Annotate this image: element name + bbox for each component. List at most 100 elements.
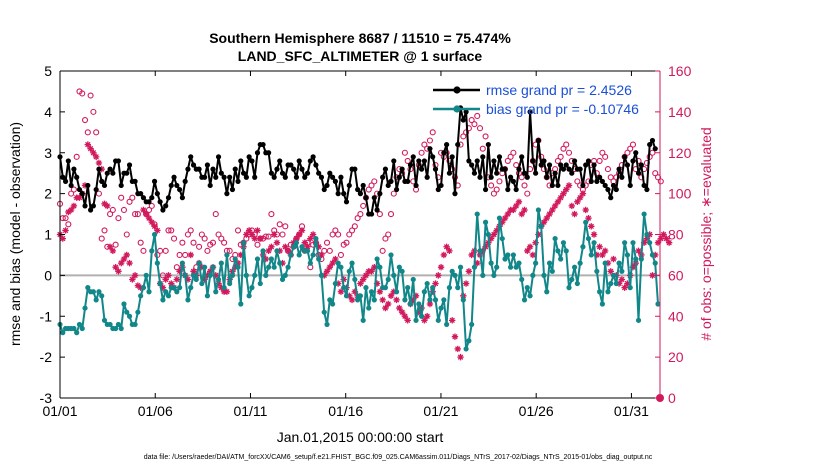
bias-point — [243, 272, 249, 278]
rmse-point — [524, 174, 530, 180]
possible-marker — [109, 206, 116, 214]
possible-marker — [90, 108, 97, 115]
possible-marker — [493, 186, 500, 193]
rmse-point — [441, 150, 447, 156]
possible-marker — [518, 174, 525, 181]
rmse-point — [179, 195, 185, 201]
bias-point — [627, 285, 633, 291]
bias-point — [371, 297, 377, 303]
evaluated-marker — [290, 239, 297, 246]
rmse-point — [652, 146, 658, 152]
bias-point — [235, 264, 241, 270]
rmse-point — [510, 178, 516, 184]
evaluated-marker — [518, 210, 525, 218]
rmse-point — [243, 174, 249, 180]
bias-point — [505, 252, 511, 258]
bias-point — [327, 297, 333, 303]
possible-marker — [426, 137, 433, 144]
evaluated-marker — [262, 255, 270, 263]
bias-point — [616, 260, 622, 266]
bias-point — [546, 260, 553, 266]
rmse-point — [291, 166, 297, 172]
bias-point — [388, 252, 394, 258]
possible-marker — [627, 145, 634, 152]
bias-point — [79, 325, 85, 332]
bias-point — [99, 293, 105, 299]
possible-marker — [468, 117, 475, 124]
rmse-point — [597, 174, 603, 180]
evaluated-marker — [582, 206, 589, 214]
evaluated-marker — [318, 251, 325, 259]
bias-point — [452, 272, 458, 278]
rmse-point — [101, 182, 108, 189]
evaluated-marker — [95, 159, 103, 167]
bias-point — [185, 297, 191, 303]
bias-point — [138, 293, 144, 299]
evaluated-marker — [148, 219, 155, 226]
rmse-point — [438, 182, 444, 189]
rmse-point — [471, 170, 478, 176]
y-axis-right-label: # of obs: o=possible; ∗=evaluated — [698, 127, 714, 340]
rmse-point — [382, 166, 389, 172]
possible-marker — [629, 141, 637, 148]
rmse-point — [444, 141, 450, 148]
bias-point — [413, 317, 419, 323]
y-right-tick-label: 0 — [668, 390, 676, 406]
bias-point — [563, 248, 569, 254]
possible-marker — [488, 182, 495, 189]
rmse-point — [405, 178, 411, 184]
evaluated-marker — [426, 300, 434, 308]
rmse-point — [157, 199, 163, 205]
rmse-point — [74, 174, 80, 180]
evaluated-marker — [412, 292, 420, 300]
rmse-point — [446, 170, 453, 176]
y-left-tick-label: 4 — [44, 104, 52, 120]
evaluated-marker — [265, 247, 272, 255]
bias-point — [218, 260, 224, 266]
bias-point — [335, 260, 341, 266]
rmse-point — [363, 195, 369, 201]
evaluated-marker — [435, 272, 442, 279]
bias-point — [85, 285, 91, 291]
bias-point — [268, 256, 274, 262]
plot-area — [60, 71, 660, 398]
rmse-point — [421, 158, 427, 164]
rmse-point — [238, 158, 244, 164]
possible-marker — [335, 231, 342, 238]
evaluated-marker — [120, 255, 128, 263]
rmse-point — [627, 182, 633, 189]
possible-marker — [429, 129, 436, 136]
evaluated-marker — [504, 210, 512, 218]
evaluated-marker — [337, 288, 345, 295]
rmse-point — [577, 166, 583, 172]
bias-point — [266, 264, 272, 270]
rmse-point — [388, 178, 394, 184]
evaluated-marker — [307, 235, 314, 242]
rmse-point — [229, 186, 236, 193]
rmse-point — [90, 203, 96, 209]
bias-point — [252, 272, 258, 278]
rmse-point — [335, 191, 341, 197]
possible-marker — [365, 186, 372, 193]
possible-marker — [201, 235, 208, 242]
possible-marker — [476, 125, 484, 132]
rmse-point — [76, 186, 83, 193]
bias-point — [474, 211, 480, 217]
evaluated-marker — [87, 145, 94, 152]
evaluated-marker — [379, 296, 386, 304]
evaluated-marker — [104, 202, 111, 210]
bias-point — [416, 301, 422, 307]
rmse-point — [407, 162, 414, 168]
evaluated-marker — [643, 235, 651, 242]
bias-point — [446, 285, 453, 291]
possible-marker — [268, 211, 275, 218]
evaluated-marker — [557, 194, 564, 201]
bias-point — [277, 260, 283, 266]
evaluated-marker — [321, 272, 328, 279]
rmse-point — [552, 170, 558, 176]
evaluated-marker — [579, 190, 587, 197]
bias-point — [544, 289, 550, 295]
bias-point — [190, 272, 197, 278]
evaluated-marker — [615, 280, 623, 287]
rmse-point — [240, 170, 247, 176]
